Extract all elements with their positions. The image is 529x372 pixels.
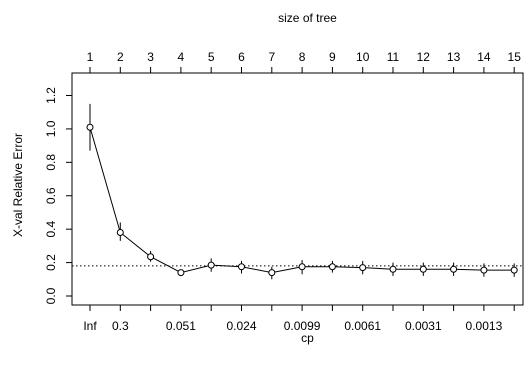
top-tick-label: 3 [147,50,154,64]
y-tick-label: 0.0 [44,287,58,304]
top-tick-label: 14 [477,50,491,64]
top-axis-title: size of tree [278,11,337,25]
bottom-tick-label: 0.0031 [405,319,442,333]
data-point [450,265,458,273]
top-tick-label: 1 [87,50,94,64]
y-tick-label: 1.2 [44,87,58,104]
y-axis-label: X-val Relative Error [11,133,25,237]
data-point [298,263,306,271]
plot-frame [71,72,524,306]
x-axis-label: cp [301,331,314,345]
top-tick-label: 10 [356,50,370,64]
bottom-tick-label: 0.0013 [466,319,503,333]
data-point [268,269,276,277]
top-tick-label: 4 [178,50,185,64]
y-tick-label: 0.2 [44,254,58,271]
bottom-tick-label: 0.0099 [284,319,321,333]
top-tick-label: 9 [329,50,336,64]
y-tick-label: 0.6 [44,187,58,204]
bottom-tick-label: 0.3 [112,319,129,333]
top-tick-label: 7 [268,50,275,64]
bottom-tick-label: Inf [83,319,97,333]
data-point [480,266,488,274]
bottom-tick-label: 0.024 [226,319,256,333]
top-tick-label: 15 [508,50,522,64]
data-point [116,229,124,237]
top-tick-label: 6 [238,50,245,64]
bottom-tick-label: 0.051 [166,319,196,333]
y-tick-label: 0.8 [44,154,58,171]
data-point [86,123,94,131]
data-point [419,265,427,273]
top-tick-label: 12 [417,50,431,64]
top-tick-label: 2 [117,50,124,64]
top-tick-label: 13 [447,50,461,64]
y-tick-label: 1.0 [44,120,58,137]
bottom-tick-label: 0.0061 [344,319,381,333]
data-point [238,263,245,271]
data-point [389,265,397,273]
top-tick-label: 5 [208,50,215,64]
series-line [89,127,515,274]
top-tick-label: 11 [387,50,400,64]
data-point [328,263,336,271]
top-tick-label: 8 [299,50,306,64]
data-point [359,264,367,272]
data-point [177,269,185,277]
data-point [207,261,215,269]
data-point [510,266,518,274]
data-point [147,253,155,261]
y-tick-label: 0.4 [44,221,58,238]
